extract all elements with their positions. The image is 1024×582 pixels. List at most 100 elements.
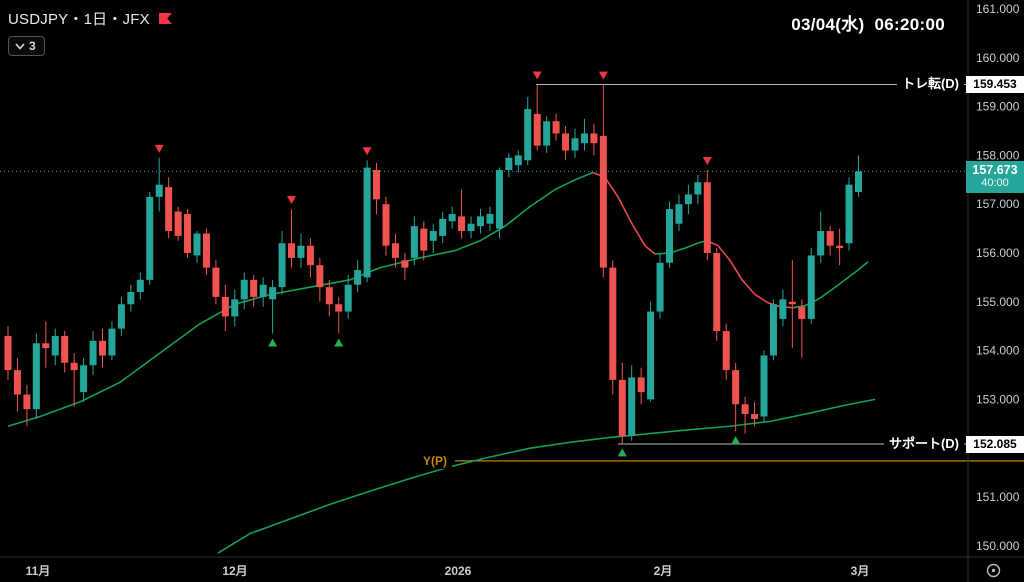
candle-body	[80, 365, 88, 393]
candle-body	[533, 113, 541, 146]
candle-body	[288, 243, 295, 258]
candle-body	[155, 184, 163, 197]
candle-body	[486, 213, 494, 224]
candle-body	[826, 231, 834, 246]
candle-body	[543, 121, 551, 146]
candle-body	[259, 284, 267, 297]
candle-body	[297, 245, 305, 258]
candle-body	[580, 133, 588, 144]
signal-markers	[154, 71, 741, 457]
symbol-title[interactable]: USDJPY・1日・JFX	[8, 11, 150, 28]
ma-short-line-up	[7, 171, 594, 428]
candle-body	[13, 370, 21, 395]
sell-signal-arrow	[598, 71, 608, 80]
ma-short-line-up	[792, 261, 869, 309]
time-axis[interactable]: 11月 12月 2026 2月 3月	[0, 556, 1024, 578]
candle-body	[703, 182, 711, 253]
candle-body	[165, 187, 173, 232]
sell-signal-arrow	[154, 144, 164, 153]
price-axis-tick: 161.000	[976, 2, 1020, 16]
chevron-down-icon	[15, 42, 25, 50]
candle-body	[363, 167, 371, 278]
time-axis-label: 12月	[222, 564, 247, 578]
pivot-label: Y(P)	[418, 452, 452, 469]
candle-body	[335, 304, 343, 312]
candle-body	[618, 379, 626, 436]
flag-icon[interactable]	[158, 12, 173, 25]
support-price-tag: 152.085	[966, 435, 1024, 453]
candle-body	[769, 304, 777, 356]
candle-body	[99, 340, 106, 356]
candle-body	[202, 233, 210, 268]
candle-body	[391, 243, 399, 258]
chart-header: USDJPY・1日・JFX 3	[8, 8, 173, 56]
candle-body	[628, 377, 636, 436]
buy-signal-triangle	[268, 338, 278, 347]
candle-body	[410, 226, 418, 258]
price-axis-tick: 153.000	[976, 392, 1020, 406]
gear-icon	[986, 563, 1000, 577]
candle-body	[316, 265, 324, 288]
price-axis-tick: 159.000	[976, 100, 1020, 114]
candle-body	[675, 204, 683, 224]
price-axis-tick: 158.000	[976, 148, 1020, 162]
objects-count: 3	[29, 39, 36, 53]
candle-body	[807, 255, 815, 319]
candle-body	[845, 184, 853, 244]
buy-signal-triangle	[334, 338, 344, 347]
price-axis[interactable]: 161.000 160.000 159.000 158.000 157.000 156.0…	[967, 0, 1020, 582]
sell-signal-arrow	[532, 71, 542, 80]
axis-settings-button[interactable]	[982, 560, 1004, 580]
candle-body	[231, 299, 239, 317]
candle-body	[108, 328, 116, 356]
candle-body	[401, 260, 409, 268]
candle-body	[89, 340, 97, 366]
candle-body	[495, 170, 503, 229]
candle-body	[51, 335, 59, 356]
candle-body	[732, 370, 740, 405]
candle-body	[590, 133, 598, 144]
candle-body	[382, 204, 390, 246]
candle-body	[458, 216, 466, 232]
bar-countdown: 40:00	[981, 177, 1009, 190]
candle-body	[42, 343, 50, 349]
candle-body	[713, 253, 721, 332]
candle-body	[61, 335, 69, 363]
time-axis-label: 11月	[26, 564, 51, 578]
time-axis-label: 2月	[654, 564, 673, 578]
candle-body	[694, 182, 702, 195]
candle-body	[354, 270, 362, 285]
candle-body	[193, 233, 201, 256]
objects-tree-badge[interactable]: 3	[8, 36, 45, 56]
candle-body	[741, 404, 749, 415]
candle-body	[306, 245, 314, 266]
support-label: サポート(D)	[883, 436, 964, 453]
candle-body	[467, 223, 475, 232]
sell-signal-arrow	[362, 147, 372, 156]
candle-body	[146, 196, 154, 280]
candle-body	[562, 133, 570, 151]
candle-body	[552, 121, 560, 134]
candle-body	[836, 245, 844, 249]
candle-body	[571, 138, 579, 151]
candle-body	[250, 279, 258, 297]
candle-body	[524, 109, 532, 161]
current-price-value: 157.673	[972, 163, 1018, 178]
time-axis-label: 2026	[445, 564, 472, 578]
candle-body	[240, 279, 248, 300]
candle-body	[184, 213, 192, 253]
candle-body	[609, 267, 617, 380]
candle-body	[439, 218, 447, 236]
ma-short-line-down	[706, 240, 794, 309]
current-price-tag: 157.673 40:00	[966, 161, 1024, 194]
price-axis-tick: 155.000	[976, 295, 1020, 309]
price-axis-tick: 151.000	[976, 490, 1020, 504]
price-axis-tick: 150.000	[976, 539, 1020, 553]
candle-body	[779, 299, 787, 319]
candle-body	[429, 231, 437, 241]
candle-body	[760, 355, 768, 417]
candle-body	[117, 304, 125, 329]
ma-long-line	[217, 398, 876, 554]
candle-body	[647, 311, 655, 400]
